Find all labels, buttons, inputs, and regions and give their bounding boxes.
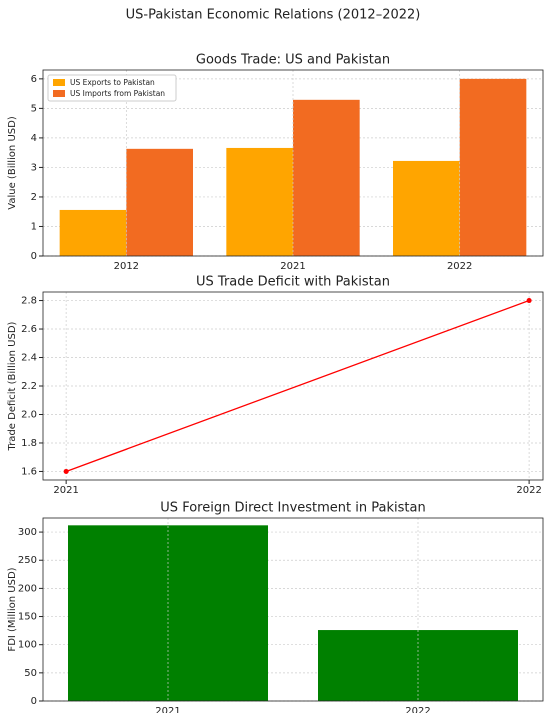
y-tick-label: 2.0	[21, 409, 37, 420]
y-tick-label: 2.8	[21, 296, 37, 307]
point	[526, 298, 532, 304]
bar	[126, 148, 193, 256]
y-tick-label: 5	[31, 103, 37, 114]
y-tick-label: 0	[31, 251, 37, 262]
legend-label: US Exports to Pakistan	[70, 78, 155, 87]
y-tick-label: 2.4	[21, 353, 37, 364]
legend-label: US Imports from Pakistan	[70, 89, 165, 98]
x-tick-label: 2021	[280, 261, 305, 272]
chart-title: US Foreign Direct Investment in Pakistan	[160, 501, 425, 516]
y-tick-label: 6	[31, 74, 37, 85]
figure-title: US-Pakistan Economic Relations (2012–202…	[126, 8, 421, 23]
chart-title: Goods Trade: US and Pakistan	[196, 53, 390, 68]
y-tick-label: 2.6	[21, 324, 37, 335]
y-tick-label: 200	[18, 583, 37, 594]
legend-swatch	[53, 90, 65, 97]
x-tick-label: 2022	[405, 706, 430, 713]
y-tick-label: 3	[31, 162, 37, 173]
y-tick-label: 2.2	[21, 381, 37, 392]
y-tick-label: 150	[18, 612, 37, 623]
legend-box	[47, 74, 177, 102]
y-axis-label: Trade Deficit (Billion USD)	[7, 321, 18, 451]
y-tick-label: 1	[31, 221, 37, 232]
y-tick-label: 2	[31, 192, 37, 203]
axes-frame	[42, 69, 544, 257]
bar	[318, 630, 518, 701]
bar	[226, 147, 293, 256]
y-tick-label: 0	[31, 696, 37, 707]
y-tick-label: 1.8	[21, 438, 37, 449]
y-axis-label: FDI (Million USD)	[7, 567, 18, 651]
y-tick-label: 250	[18, 555, 37, 566]
bar	[293, 99, 360, 256]
bar	[459, 78, 527, 256]
y-axis-label: Value (Billion USD)	[7, 116, 18, 210]
x-tick-label: 2021	[53, 485, 78, 496]
bar	[393, 160, 460, 256]
axes-frame	[42, 517, 544, 702]
axes-frame	[42, 291, 544, 481]
legend-swatch	[53, 79, 65, 86]
x-tick-label: 2022	[516, 485, 541, 496]
y-tick-label: 50	[24, 668, 37, 679]
y-tick-label: 1.6	[21, 466, 37, 477]
y-tick-label: 4	[31, 133, 37, 144]
x-tick-label: 2022	[447, 261, 472, 272]
chart-title: US Trade Deficit with Pakistan	[196, 275, 390, 290]
y-tick-label: 300	[18, 527, 37, 538]
x-tick-label: 2012	[114, 261, 139, 272]
line	[65, 299, 530, 473]
bar	[59, 209, 127, 256]
point	[63, 468, 69, 474]
y-tick-label: 100	[18, 640, 37, 651]
x-tick-label: 2021	[155, 706, 180, 713]
